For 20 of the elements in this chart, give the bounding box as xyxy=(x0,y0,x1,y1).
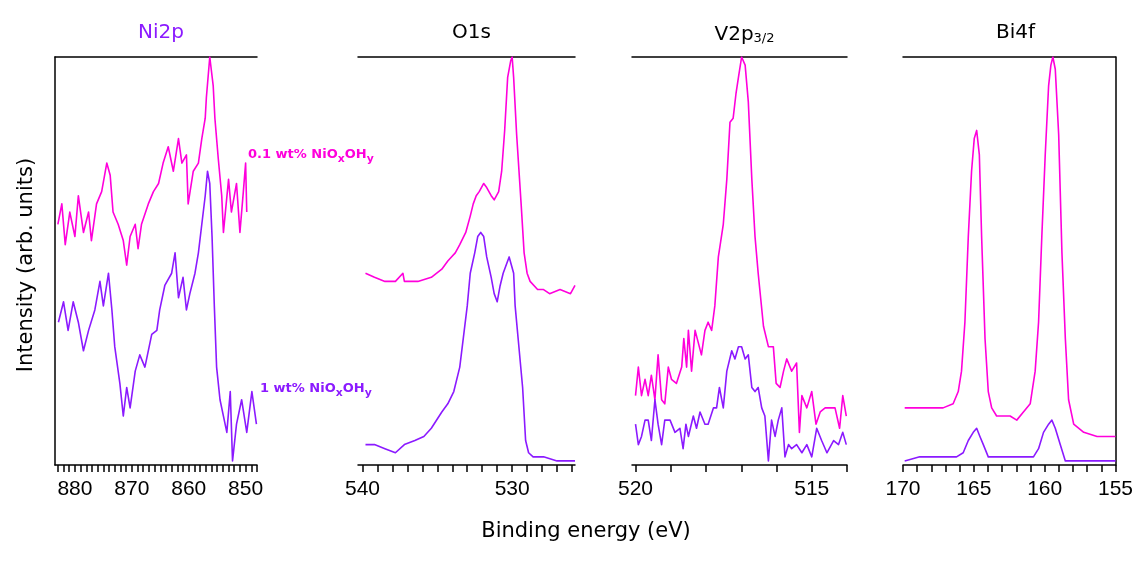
chart-title: V2p3/2 xyxy=(714,20,775,45)
x-tick-label: 530 xyxy=(494,476,530,499)
series-label: 1 wt% NiO$_{x}$OH$_{y}$ xyxy=(260,380,372,399)
x-tick-label: 160 xyxy=(1027,476,1063,499)
x-tick-label: 520 xyxy=(618,476,654,499)
x-tick-label: 515 xyxy=(794,476,830,499)
x-tick-label: 880 xyxy=(57,476,93,499)
x-tick-label: 170 xyxy=(885,476,921,499)
x-tick-label: 540 xyxy=(344,476,381,499)
x-tick-label: 165 xyxy=(956,476,992,499)
y-axis-title: Intensity (arb. units) xyxy=(13,157,37,373)
chart-title: Bi4f xyxy=(995,19,1036,43)
x-tick-label: 870 xyxy=(114,476,150,499)
chart-title: O1s xyxy=(452,19,491,43)
x-axis-title: Binding energy (eV) xyxy=(481,518,691,542)
series-label: 0.1 wt% NiO$_{x}$OH$_{y}$ xyxy=(248,146,374,165)
x-tick-label: 850 xyxy=(228,476,264,499)
chart-title: Ni2p xyxy=(138,19,184,43)
x-tick-label: 860 xyxy=(171,476,207,499)
x-tick-label: 155 xyxy=(1097,476,1133,499)
